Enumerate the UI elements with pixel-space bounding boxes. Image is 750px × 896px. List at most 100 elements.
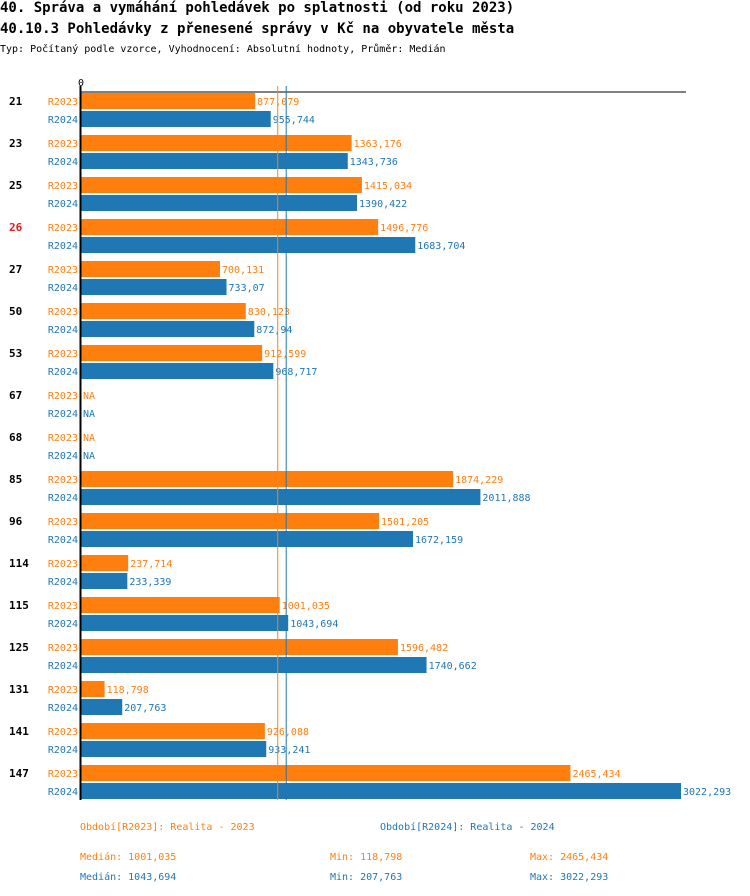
data-label: 1874,229 [455,475,503,486]
category-label: 21 [9,95,23,108]
series-label: R2024 [48,325,78,336]
data-label: NA [83,451,95,462]
series-label: R2023 [48,139,78,150]
bar [81,237,416,253]
series-label: R2023 [48,727,78,738]
data-label: 207,763 [124,703,166,714]
category-label: 147 [9,767,29,780]
data-label: 1501,205 [381,517,429,528]
data-label: NA [83,433,95,444]
series-label: R2023 [48,223,78,234]
series-label: R2024 [48,493,78,504]
category-label: 53 [9,347,22,360]
series-label: R2024 [48,619,78,630]
bar [81,657,427,673]
bar [81,135,352,151]
category-label: 23 [9,137,22,150]
series-label: R2023 [48,559,78,570]
series-label: R2024 [48,535,78,546]
data-label: 1363,176 [354,139,402,150]
category-label: 131 [9,683,29,696]
series-label: R2024 [48,367,78,378]
stat-max-r2023: Max: 2465,434 [530,852,609,863]
bar [81,153,348,169]
bar [81,513,380,529]
bar [81,597,280,613]
chart-info: Typ: Počítaný podle vzorce, Vyhodnocení:… [0,44,446,55]
series-label: R2023 [48,307,78,318]
legend-r2023: Období[R2023]: Realita - 2023 [80,822,255,833]
bar [81,639,398,655]
bar [81,573,128,589]
bar [81,93,256,109]
x-tick-label: 0 [78,78,84,89]
bar [81,741,267,757]
bar [81,321,255,337]
bar [81,471,454,487]
bar [81,723,265,739]
stat-median-r2023: Medián: 1001,035 [80,852,177,863]
series-label: R2024 [48,115,78,126]
data-label: NA [83,409,95,420]
category-label: 68 [9,431,22,444]
bar [81,489,481,505]
bar [81,261,220,277]
data-label: 1001,035 [282,601,330,612]
series-label: R2024 [48,451,78,462]
data-label: 830,123 [248,307,290,318]
category-label: 67 [9,389,22,402]
series-label: R2023 [48,265,78,276]
category-label: 114 [9,557,29,570]
category-label: 115 [9,599,29,612]
bar [81,363,274,379]
series-label: R2023 [48,97,78,108]
data-label: 1343,736 [350,157,398,168]
bar [81,681,105,697]
bar [81,783,681,799]
data-label: 1683,704 [417,241,465,252]
series-label: R2024 [48,745,78,756]
category-label: 50 [9,305,22,318]
data-label: 872,94 [256,325,292,336]
data-label: 1496,776 [380,223,428,234]
stat-min-r2023: Min: 118,798 [330,852,403,863]
bar [81,531,413,547]
page-title: 40. Správa a vymáhání pohledávek po spla… [0,0,515,16]
data-label: 233,339 [129,577,171,588]
series-label: R2024 [48,241,78,252]
data-label: 1390,422 [359,199,407,210]
series-label: R2024 [48,787,78,798]
category-label: 141 [9,725,29,738]
data-label: 1415,034 [364,181,412,192]
category-label: 25 [9,179,22,192]
data-label: 1596,482 [400,643,448,654]
data-label: 237,714 [130,559,172,570]
data-label: 968,717 [275,367,317,378]
data-label: 955,744 [273,115,315,126]
stat-min-r2024: Min: 207,763 [330,872,403,883]
data-label: 3022,293 [683,787,731,798]
series-label: R2024 [48,661,78,672]
legend-r2024: Období[R2024]: Realita - 2024 [380,822,555,833]
category-label: 27 [9,263,22,276]
bar [81,219,379,235]
data-label: 1672,159 [415,535,463,546]
data-label: 926,088 [267,727,309,738]
series-label: R2023 [48,685,78,696]
data-label: 2465,434 [572,769,620,780]
bar [81,195,358,211]
data-label: 118,798 [107,685,149,696]
series-label: R2024 [48,199,78,210]
series-label: R2024 [48,577,78,588]
series-label: R2023 [48,601,78,612]
data-label: 1740,662 [429,661,477,672]
category-label: 96 [9,515,23,528]
series-label: R2024 [48,283,78,294]
series-label: R2023 [48,517,78,528]
data-label: 933,241 [268,745,310,756]
series-label: R2024 [48,409,78,420]
category-label: 85 [9,473,22,486]
bar [81,615,289,631]
series-label: R2023 [48,433,78,444]
bar-chart: 021R2023877,079R2024955,74423R20231363,1… [9,78,731,800]
